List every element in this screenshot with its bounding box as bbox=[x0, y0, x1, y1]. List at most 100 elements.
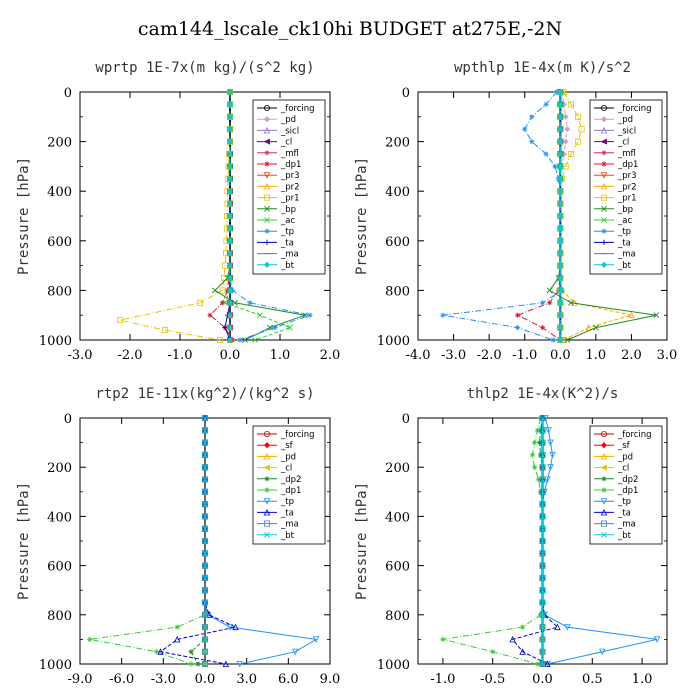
y-tick-label: 1000 bbox=[39, 334, 72, 349]
data-point bbox=[557, 150, 564, 158]
legend-marker bbox=[264, 161, 270, 167]
data-point bbox=[202, 525, 208, 532]
data-point bbox=[539, 439, 546, 446]
legend-marker bbox=[601, 217, 607, 223]
legend-marker bbox=[263, 520, 270, 527]
legend-label: _mfl bbox=[617, 149, 636, 159]
data-point bbox=[557, 138, 564, 145]
legend-marker bbox=[600, 116, 608, 123]
legend-marker bbox=[264, 150, 270, 156]
x-tick-label: -3.0 bbox=[441, 348, 466, 363]
y-tick-label: 600 bbox=[47, 560, 72, 575]
legend-label: _pr2 bbox=[280, 182, 300, 192]
x-tick-label: -2.0 bbox=[477, 348, 502, 363]
legend-label: _cl bbox=[280, 464, 292, 474]
data-point bbox=[547, 464, 554, 471]
data-point bbox=[534, 427, 541, 433]
data-point bbox=[226, 188, 234, 195]
panel-4: thlp2 1E-4x(K^2)/s Pressure [hPa] 0 200 400 6… bbox=[354, 386, 668, 687]
data-point bbox=[539, 415, 546, 421]
data-point bbox=[543, 101, 549, 107]
legend-marker bbox=[263, 105, 270, 112]
legend-label: _cl bbox=[280, 138, 292, 148]
legend-marker bbox=[601, 520, 608, 527]
legend-marker bbox=[600, 498, 608, 505]
data-point bbox=[529, 139, 535, 145]
data-point bbox=[539, 525, 546, 532]
legend-label: _tp bbox=[617, 497, 631, 507]
legend-label: _ta bbox=[617, 238, 631, 248]
x-tick-label: 0.0 bbox=[195, 672, 216, 687]
panel-3: rtp2 1E-11x(kg^2)/(kg^2 s) Pressure [hPa]… bbox=[16, 386, 340, 687]
data-point bbox=[307, 312, 313, 318]
y-tick-label: 0 bbox=[402, 86, 410, 101]
y-tick-label: 1000 bbox=[377, 658, 410, 673]
legend-marker bbox=[264, 239, 270, 245]
series-dp1 bbox=[515, 89, 563, 343]
legend: _forcing_pd_sicl_cl_mfl_dp1_pr3_pr2_pr1_… bbox=[589, 99, 663, 275]
x-tick-label: 0.0 bbox=[532, 672, 553, 687]
data-point bbox=[545, 427, 552, 434]
legend-label: _cl bbox=[617, 464, 629, 474]
legend-marker bbox=[601, 150, 607, 156]
data-point bbox=[557, 225, 564, 232]
legend-marker bbox=[601, 161, 607, 167]
data-point bbox=[562, 113, 569, 120]
data-point bbox=[539, 476, 546, 483]
y-tick-label: 0 bbox=[402, 412, 410, 427]
x-tick-label: -2.0 bbox=[117, 348, 142, 363]
data-point bbox=[557, 101, 564, 108]
data-point bbox=[549, 451, 556, 459]
y-tick-label: 200 bbox=[47, 136, 72, 151]
data-point bbox=[202, 464, 208, 471]
legend: _forcing_sf_pd _cl_dp2_dp1_tp_ta _ma_bt bbox=[589, 425, 663, 545]
legend-marker bbox=[601, 476, 607, 482]
data-point bbox=[539, 587, 546, 594]
y-tick-label: 800 bbox=[385, 284, 410, 299]
data-point bbox=[226, 200, 234, 207]
y-axis-label: Pressure [hPa] bbox=[354, 157, 370, 275]
data-point bbox=[628, 311, 635, 319]
x-tick-label: -6.0 bbox=[109, 672, 134, 687]
y-tick-label: 800 bbox=[47, 284, 72, 299]
legend-label: _bp bbox=[617, 205, 633, 215]
data-point bbox=[550, 337, 556, 343]
legend-marker bbox=[263, 508, 271, 516]
data-point bbox=[575, 113, 582, 120]
legend-marker bbox=[600, 261, 608, 268]
data-point bbox=[226, 225, 234, 232]
data-point bbox=[509, 635, 516, 643]
legend-label: _ma bbox=[617, 250, 636, 260]
legend-marker bbox=[601, 487, 607, 493]
legend-label: _pd bbox=[280, 115, 296, 125]
legend-marker bbox=[601, 531, 607, 538]
legend-label: _pr1 bbox=[280, 194, 300, 204]
x-tick-label: -4.0 bbox=[405, 348, 430, 363]
y-tick-label: 400 bbox=[385, 185, 410, 200]
data-point bbox=[557, 274, 564, 282]
legend-marker bbox=[263, 498, 271, 505]
legend-marker bbox=[263, 261, 271, 268]
data-point bbox=[539, 550, 546, 557]
data-point bbox=[292, 648, 299, 656]
data-point bbox=[202, 661, 208, 667]
data-point bbox=[202, 513, 208, 520]
data-point bbox=[226, 312, 234, 319]
series-line bbox=[442, 417, 543, 665]
series-line bbox=[119, 92, 231, 341]
legend-marker bbox=[263, 138, 270, 145]
data-point bbox=[515, 312, 521, 318]
legend-label: _dp1 bbox=[280, 486, 301, 496]
panel-1: wprtp 1E-7x(m kg)/(s^2 kg) Pressure [hPa]… bbox=[16, 60, 340, 363]
legend-label: _sf bbox=[280, 441, 294, 451]
data-point bbox=[226, 624, 234, 631]
data-point bbox=[539, 611, 546, 618]
data-point bbox=[87, 636, 93, 642]
legend-marker bbox=[600, 442, 608, 449]
legend-label: _dp1 bbox=[280, 160, 301, 170]
data-point bbox=[242, 337, 248, 343]
data-point bbox=[539, 624, 546, 631]
legend-marker bbox=[600, 464, 607, 471]
data-point bbox=[539, 488, 546, 495]
data-point bbox=[212, 287, 218, 294]
